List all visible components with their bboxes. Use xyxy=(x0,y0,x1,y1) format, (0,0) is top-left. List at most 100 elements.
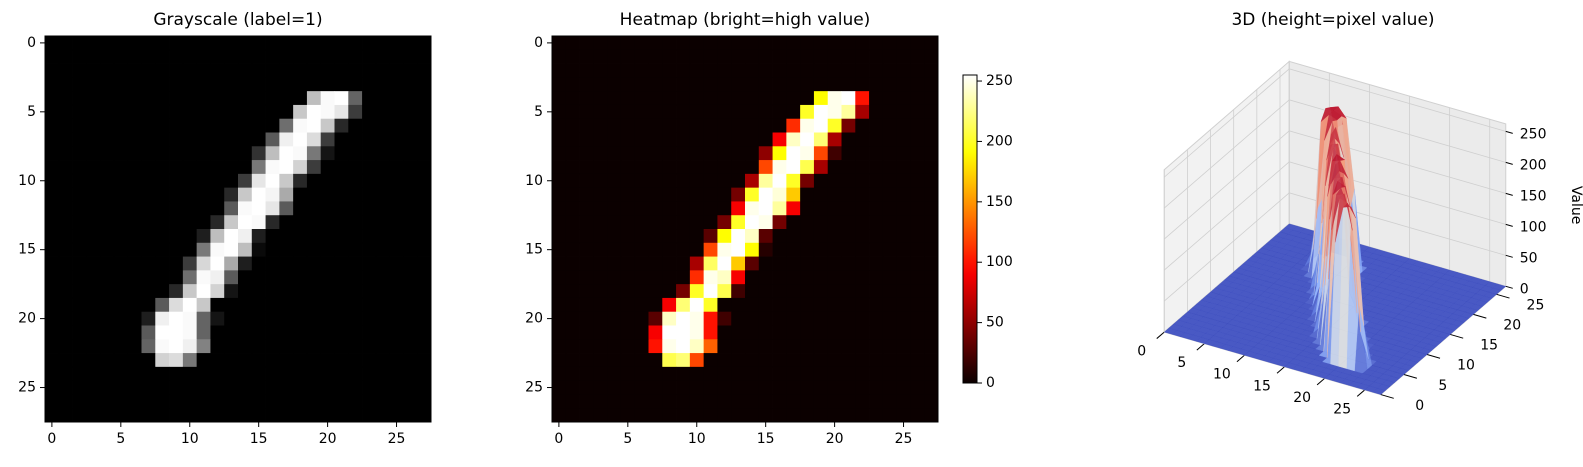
pixel xyxy=(703,173,718,189)
pixel xyxy=(634,242,649,257)
pixel xyxy=(552,36,567,51)
pixel xyxy=(196,104,211,120)
pixel xyxy=(58,353,73,368)
pixel xyxy=(348,91,363,106)
pixel xyxy=(869,132,884,147)
pixel xyxy=(182,160,198,175)
pixel xyxy=(676,160,691,175)
pixel xyxy=(127,339,142,354)
pixel xyxy=(251,366,266,382)
pixel xyxy=(403,91,418,106)
pixel xyxy=(552,63,567,78)
y-tick xyxy=(1496,293,1510,299)
pixel xyxy=(689,339,705,354)
pixel xyxy=(758,366,773,382)
pixel xyxy=(334,311,349,326)
surface-cell xyxy=(1372,388,1386,395)
pixel xyxy=(593,160,608,175)
pixel xyxy=(841,353,856,368)
pixel xyxy=(676,173,691,189)
pixel xyxy=(403,408,418,423)
pixel xyxy=(689,284,705,299)
pixel xyxy=(155,366,170,382)
pixel xyxy=(251,118,266,133)
pixel xyxy=(579,380,594,395)
pixel xyxy=(896,380,911,395)
pixel xyxy=(224,229,239,244)
pixel xyxy=(251,104,266,120)
pixel xyxy=(758,339,773,354)
pixel xyxy=(827,160,842,175)
pixel xyxy=(552,325,567,340)
pixel xyxy=(827,215,842,230)
pixel xyxy=(389,118,404,133)
pixel xyxy=(813,118,829,133)
pixel xyxy=(662,311,677,326)
pixel xyxy=(758,36,773,51)
pixel xyxy=(389,339,404,354)
pixel xyxy=(910,215,925,230)
pixel xyxy=(882,353,898,368)
pixel xyxy=(731,394,746,409)
pixel xyxy=(417,353,432,368)
pixel xyxy=(827,353,842,368)
pixel xyxy=(593,187,608,202)
pixel xyxy=(758,77,773,92)
pixel xyxy=(896,132,911,147)
pixel xyxy=(403,284,418,299)
pixel xyxy=(662,229,677,244)
pixel xyxy=(127,394,142,409)
pixel xyxy=(910,353,925,368)
pixel xyxy=(182,215,198,230)
pixel xyxy=(869,160,884,175)
pixel xyxy=(648,36,663,51)
pixel xyxy=(182,353,198,368)
pixel xyxy=(620,325,636,340)
pixel xyxy=(620,339,636,354)
pixel xyxy=(293,284,308,299)
pixel xyxy=(45,160,60,175)
pixel xyxy=(869,380,884,395)
pixel xyxy=(800,160,815,175)
pixel xyxy=(403,297,418,313)
y-tick-label: 20 xyxy=(525,311,543,327)
pixel xyxy=(924,77,939,92)
pixel xyxy=(813,160,829,175)
pixel xyxy=(389,297,404,313)
pixel xyxy=(579,325,594,340)
pixel xyxy=(745,132,760,147)
pixel xyxy=(607,325,622,340)
pixel xyxy=(100,160,115,175)
pixel xyxy=(593,173,608,189)
surface-cell xyxy=(1342,203,1356,219)
pixel xyxy=(265,394,280,409)
pixel xyxy=(58,36,73,51)
pixel xyxy=(731,229,746,244)
pixel xyxy=(72,215,87,230)
pixel xyxy=(676,284,691,299)
pixel xyxy=(579,104,594,120)
pixel xyxy=(238,270,253,285)
pixel xyxy=(800,353,815,368)
pixel xyxy=(113,394,129,409)
pixel xyxy=(348,77,363,92)
pixel xyxy=(620,256,636,271)
pixel xyxy=(320,36,335,51)
pixel xyxy=(320,297,335,313)
pixel xyxy=(265,118,280,133)
pixel xyxy=(196,408,211,423)
pixel xyxy=(334,284,349,299)
pixel xyxy=(100,284,115,299)
pixel xyxy=(362,270,377,285)
pixel xyxy=(813,229,829,244)
pixel xyxy=(224,132,239,147)
pixel xyxy=(210,325,225,340)
pixel xyxy=(417,104,432,120)
pixel xyxy=(813,63,829,78)
pixel xyxy=(86,256,101,271)
pixel xyxy=(72,242,87,257)
pixel xyxy=(72,339,87,354)
pixel xyxy=(113,132,129,147)
pixel xyxy=(100,256,115,271)
pixel xyxy=(100,173,115,189)
